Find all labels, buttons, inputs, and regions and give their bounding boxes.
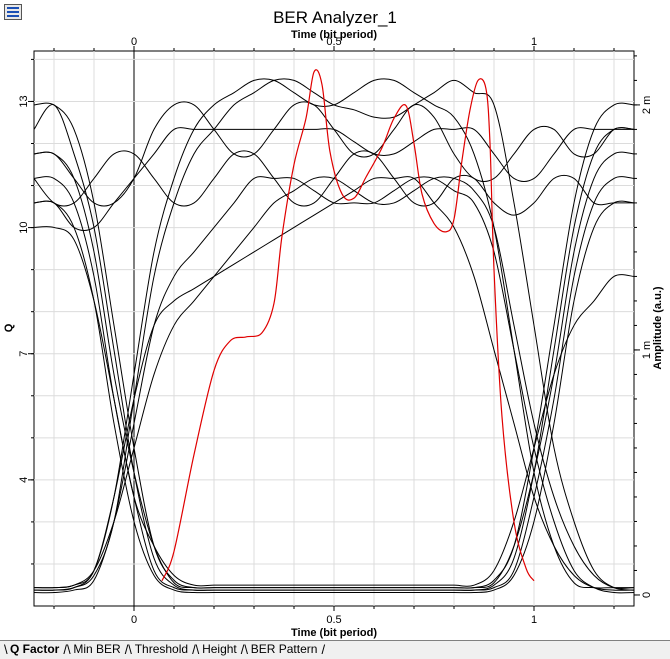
tab-min-ber[interactable]: Min BER [73,642,121,656]
tab-height[interactable]: Height [202,642,237,656]
tab-separator: /\ [124,642,132,657]
y-axis-title: Q [3,323,15,332]
y-tick-label: 13 [18,95,30,107]
y2-tick-label: 2 m [641,96,653,114]
y-tick-label: 4 [18,477,30,483]
q-factor-series [161,69,535,582]
tab-ber-pattern[interactable]: BER Pattern [250,642,318,656]
x-tick-label: 0 [131,614,137,626]
tab-separator: \ [4,642,8,657]
eye-trace-13 [33,151,635,589]
x-top-tick-label: 1 [531,36,537,48]
y-tick-label: 7 [18,351,30,357]
tab-separator: /\ [240,642,248,657]
tab-separator: /\ [63,642,71,657]
x-axis-title: Time (bit period) [291,627,377,639]
tab-threshold[interactable]: Threshold [134,642,189,656]
tab-q-factor[interactable]: Q Factor [10,642,60,656]
eye-trace-10 [33,127,634,231]
x-top-tick-label: 0.5 [326,36,341,48]
chart-title: BER Analyzer_1 [273,8,397,27]
x-tick-label: 0.5 [326,614,341,626]
y2-axis-title: Amplitude (a.u.) [652,286,664,369]
tab-bar: \ Q Factor/\ Min BER/\ Threshold/\ Height/\ B… [0,640,670,659]
eye-trace-11 [33,176,635,590]
x-tick-label: 1 [531,614,537,626]
y2-tick-label: 0 [641,592,653,598]
window-menu-icon[interactable] [4,4,22,20]
tab-separator: /\ [192,642,200,657]
x-top-tick-label: 0 [131,36,137,48]
eye-trace-12 [33,226,635,587]
grid [34,51,634,606]
y2-tick-label: 1 m [641,341,653,359]
ticks: 0 0 0.5 0.5 1 1 4 7 10 13 0 1 m 2 m [18,36,653,626]
eye-trace-9 [33,176,635,591]
eye-trace-7 [33,200,635,594]
y-tick-label: 10 [18,221,30,233]
q-factor-curve [161,69,535,582]
tab-separator: / [321,642,326,657]
eye-diagram [33,78,635,594]
ber-q-factor-chart: 0 0 0.5 0.5 1 1 4 7 10 13 0 1 m 2 m Time (bit period… [3,29,664,639]
x-top-axis-title: Time (bit period) [291,29,377,41]
